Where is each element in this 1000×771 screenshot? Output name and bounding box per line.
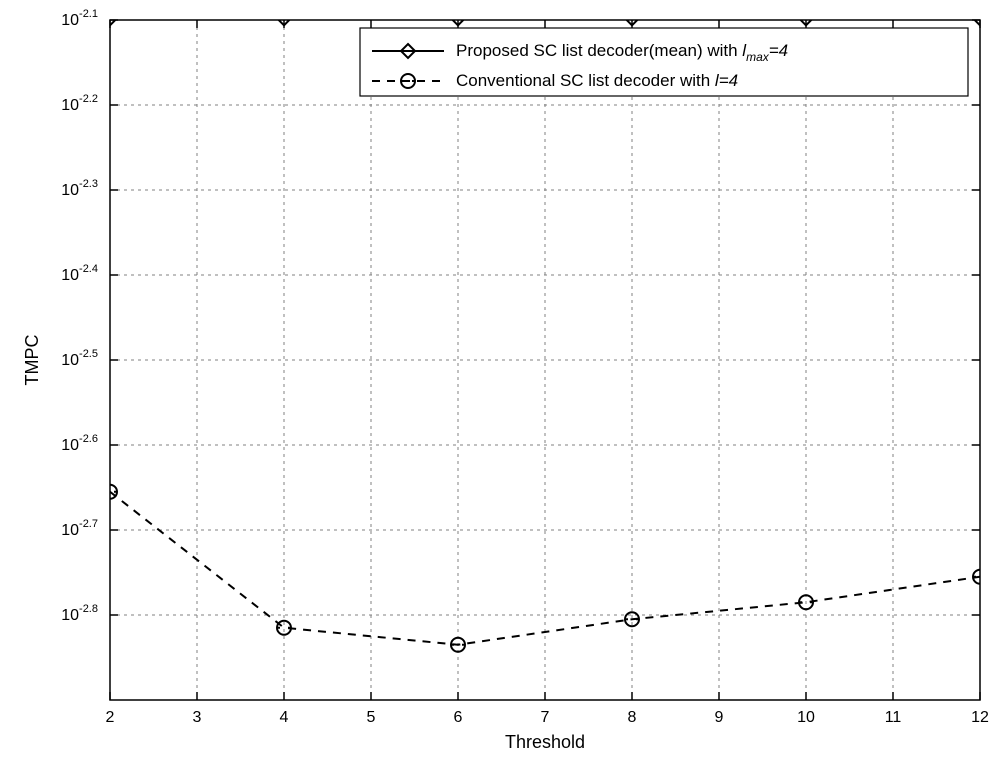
- x-tick-label: 3: [193, 709, 202, 726]
- x-tick-label: 7: [541, 709, 550, 726]
- chart-container: 23456789101112Threshold10-2.110-2.210-2.…: [0, 0, 1000, 771]
- x-tick-label: 2: [106, 709, 115, 726]
- x-tick-label: 11: [885, 709, 902, 726]
- chart-bg: [0, 0, 1000, 771]
- x-tick-label: 12: [971, 709, 989, 726]
- y-axis-title: TMPC: [22, 335, 42, 386]
- x-tick-label: 6: [454, 709, 463, 726]
- x-tick-label: 5: [367, 709, 376, 726]
- x-tick-label: 8: [628, 709, 637, 726]
- chart-svg: 23456789101112Threshold10-2.110-2.210-2.…: [0, 0, 1000, 771]
- x-tick-label: 10: [797, 709, 815, 726]
- x-tick-label: 4: [280, 709, 289, 726]
- x-tick-label: 9: [715, 709, 724, 726]
- legend: Proposed SC list decoder(mean) with lmax…: [360, 28, 968, 96]
- x-axis-title: Threshold: [505, 732, 585, 752]
- legend-label-conventional: Conventional SC list decoder with l=4: [456, 71, 738, 90]
